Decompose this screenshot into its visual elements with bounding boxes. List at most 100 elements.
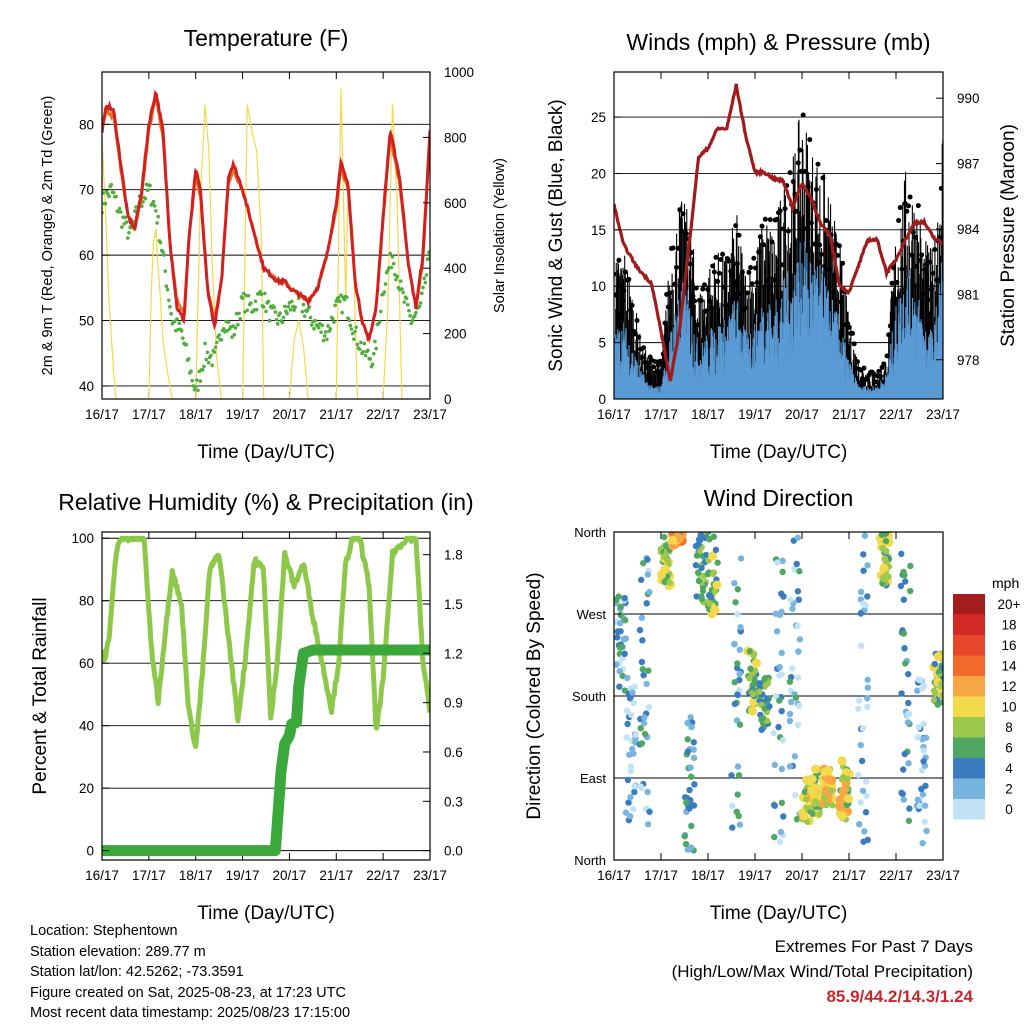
direction-point <box>933 652 943 662</box>
direction-point <box>920 747 927 754</box>
gust-point <box>729 272 735 278</box>
direction-point <box>664 556 671 564</box>
dewpoint-point <box>285 311 289 316</box>
x-tick-label: 16/17 <box>597 868 631 883</box>
dewpoint-point <box>374 346 378 351</box>
dewpoint-point <box>302 314 307 319</box>
dewpoint-point <box>267 318 272 323</box>
direction-point <box>693 552 701 559</box>
direction-point <box>776 672 783 679</box>
dewpoint-point <box>236 322 240 327</box>
gust-point <box>907 194 913 200</box>
x-tick-label: 21/17 <box>319 868 353 883</box>
direction-point <box>914 734 921 741</box>
direction-point <box>915 724 922 731</box>
legend-swatch <box>953 799 985 820</box>
legend-swatch <box>953 655 985 676</box>
y-tick-label: 60 <box>79 656 94 671</box>
direction-point <box>796 568 803 575</box>
gust-point <box>846 324 852 330</box>
direction-point <box>690 754 698 762</box>
direction-point <box>639 637 646 644</box>
direction-point <box>693 593 700 600</box>
direction-point <box>771 761 779 769</box>
direction-point <box>690 802 698 809</box>
dewpoint-point <box>333 303 337 308</box>
dewpoint-point <box>172 319 177 324</box>
gust-point <box>779 262 785 268</box>
direction-point <box>939 693 943 700</box>
x-tick-label: 21/17 <box>319 407 353 422</box>
y-tick-label: 20 <box>591 166 606 181</box>
direction-point <box>879 563 889 573</box>
direction-point <box>697 532 704 539</box>
y-tick-label: 20 <box>79 781 94 796</box>
direction-point <box>917 677 924 684</box>
dewpoint-point <box>336 295 341 300</box>
direction-point <box>899 790 906 798</box>
y-tick-label: 1.8 <box>444 548 463 563</box>
direction-point <box>641 714 648 721</box>
direction-point <box>777 828 785 836</box>
direction-point <box>734 660 741 667</box>
dewpoint-point <box>145 188 150 193</box>
chart-title-temperature: Temperature (F) <box>184 25 349 51</box>
direction-point <box>787 596 794 603</box>
x-tick-label: 18/17 <box>691 407 725 422</box>
direction-point <box>902 660 909 667</box>
dewpoint-point <box>266 299 271 304</box>
dewpoint-point <box>161 250 165 254</box>
dewpoint-point <box>219 338 224 342</box>
dewpoint-point <box>293 305 298 309</box>
direction-point <box>732 599 739 606</box>
direction-point <box>823 774 833 784</box>
direction-point <box>837 756 847 766</box>
dewpoint-point <box>312 326 316 331</box>
dewpoint-point <box>348 323 353 328</box>
dewpoint-point <box>280 320 285 325</box>
direction-point <box>860 838 867 845</box>
direction-point <box>631 788 638 796</box>
dewpoint-point <box>339 293 343 297</box>
gust-point <box>621 288 627 294</box>
direction-point <box>638 576 645 584</box>
y-tick-label: 0 <box>598 392 606 407</box>
direction-point <box>626 695 634 702</box>
direction-point <box>630 750 637 757</box>
x-tick-label: 22/17 <box>879 868 913 883</box>
direction-point <box>921 802 929 809</box>
dewpoint-point <box>316 325 321 330</box>
gust-point <box>808 220 814 226</box>
dewpoint-point <box>371 351 376 356</box>
direction-point <box>621 617 629 624</box>
y-tick-label: North <box>574 525 606 540</box>
plot-area-winds <box>614 83 943 399</box>
gust-point <box>639 354 645 360</box>
gust-point <box>652 359 658 365</box>
gust-point <box>930 270 936 276</box>
dewpoint-point <box>338 299 342 304</box>
gust-point <box>861 365 867 371</box>
gust-point <box>672 281 678 287</box>
direction-point <box>776 838 784 845</box>
dewpoint-point <box>424 273 429 277</box>
direction-point <box>690 746 697 753</box>
direction-point <box>879 544 886 552</box>
legend-label: 10 <box>1001 700 1016 715</box>
direction-point <box>793 560 800 568</box>
dewpoint-point <box>169 312 173 316</box>
dewpoint-point <box>350 331 355 336</box>
dewpoint-point <box>253 299 258 304</box>
panel-temperature: Temperature (F) Time (Day/UTC) 16/17 17/17 1… <box>40 25 508 463</box>
gust-point <box>797 147 803 153</box>
direction-point <box>690 739 697 746</box>
direction-point <box>756 688 763 695</box>
direction-point <box>811 764 821 774</box>
dewpoint-point <box>240 296 245 301</box>
dewpoint-point <box>193 384 198 389</box>
dewpoint-point <box>323 330 328 334</box>
direction-point <box>766 703 773 710</box>
y-tick-label: 0 <box>444 392 452 407</box>
gust-point <box>899 266 905 272</box>
dewpoint-point <box>390 255 395 259</box>
